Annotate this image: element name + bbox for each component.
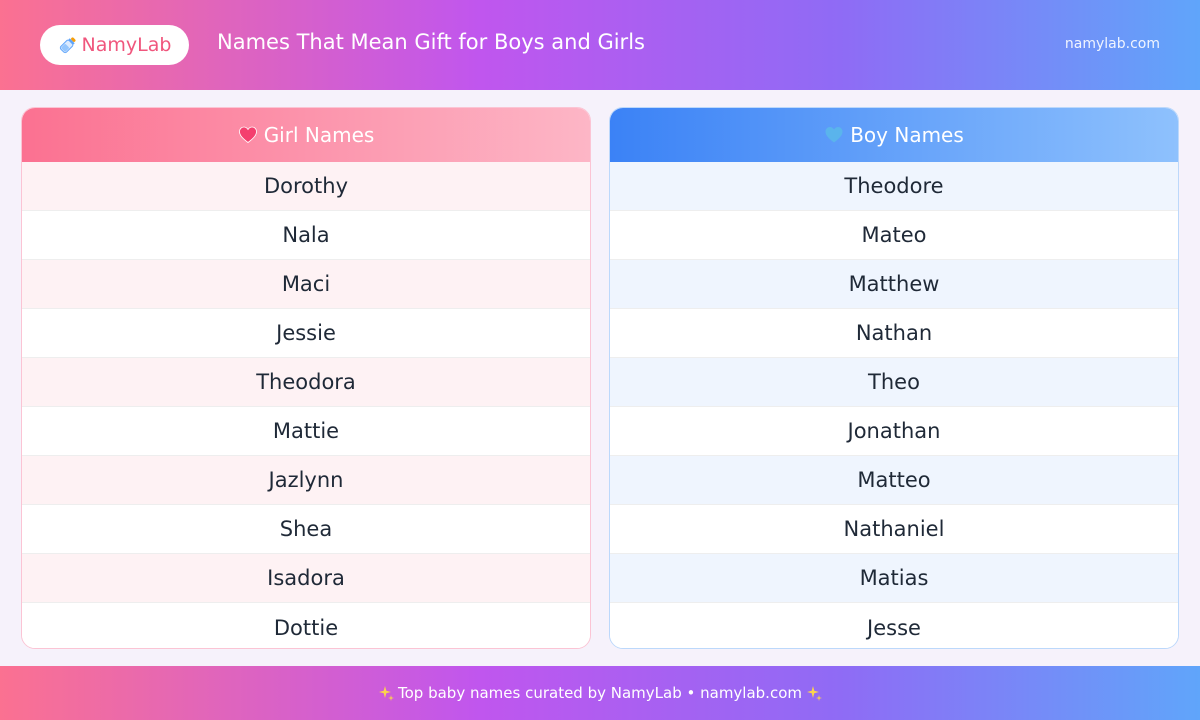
girl-name-row: Maci <box>22 260 590 309</box>
girl-name-row: Mattie <box>22 407 590 456</box>
boy-name-row: Jesse <box>610 603 1178 648</box>
pink-heart-icon <box>238 126 257 144</box>
boy-panel-title: Boy Names <box>850 123 964 147</box>
boy-name-row: Matias <box>610 554 1178 603</box>
baby-bottle-icon <box>59 37 76 54</box>
girl-name-row: Isadora <box>22 554 590 603</box>
girl-name-row: Jessie <box>22 309 590 358</box>
girl-name-row: Shea <box>22 505 590 554</box>
girl-name-row: Theodora <box>22 358 590 407</box>
girl-name-row: Dorothy <box>22 162 590 211</box>
boy-name-row: Theo <box>610 358 1178 407</box>
girl-names-list: Dorothy Nala Maci Jessie Theodora Mattie… <box>22 162 590 648</box>
footer-text: Top baby names curated by NamyLab • namy… <box>398 684 802 702</box>
girl-name-row: Nala <box>22 211 590 260</box>
boy-name-row: Jonathan <box>610 407 1178 456</box>
boy-name-row: Theodore <box>610 162 1178 211</box>
site-url[interactable]: namylab.com <box>1064 36 1160 52</box>
boy-name-row: Matteo <box>610 456 1178 505</box>
boy-names-panel: Boy Names Theodore Mateo Matthew Nathan … <box>609 107 1179 649</box>
girl-name-row: Dottie <box>22 603 590 648</box>
boy-name-row: Nathaniel <box>610 505 1178 554</box>
girl-names-panel: Girl Names Dorothy Nala Maci Jessie Theo… <box>21 107 591 649</box>
girl-panel-header: Girl Names <box>22 108 590 162</box>
boy-names-list: Theodore Mateo Matthew Nathan Theo Jonat… <box>610 162 1178 648</box>
boy-name-row: Mateo <box>610 211 1178 260</box>
logo-text: NamyLab <box>81 34 172 56</box>
girl-panel-title: Girl Names <box>263 123 375 147</box>
logo[interactable]: NamyLab <box>40 25 189 65</box>
sparkles-icon <box>807 686 822 701</box>
boy-name-row: Nathan <box>610 309 1178 358</box>
blue-heart-icon <box>825 127 843 143</box>
page-header: NamyLab Names That Mean Gift for Boys an… <box>0 0 1200 90</box>
girl-name-row: Jazlynn <box>22 456 590 505</box>
boy-name-row: Matthew <box>610 260 1178 309</box>
page-title: Names That Mean Gift for Boys and Girls <box>217 30 645 54</box>
boy-panel-header: Boy Names <box>610 108 1178 162</box>
page-footer: Top baby names curated by NamyLab • namy… <box>0 666 1200 720</box>
sparkles-icon <box>379 686 394 701</box>
